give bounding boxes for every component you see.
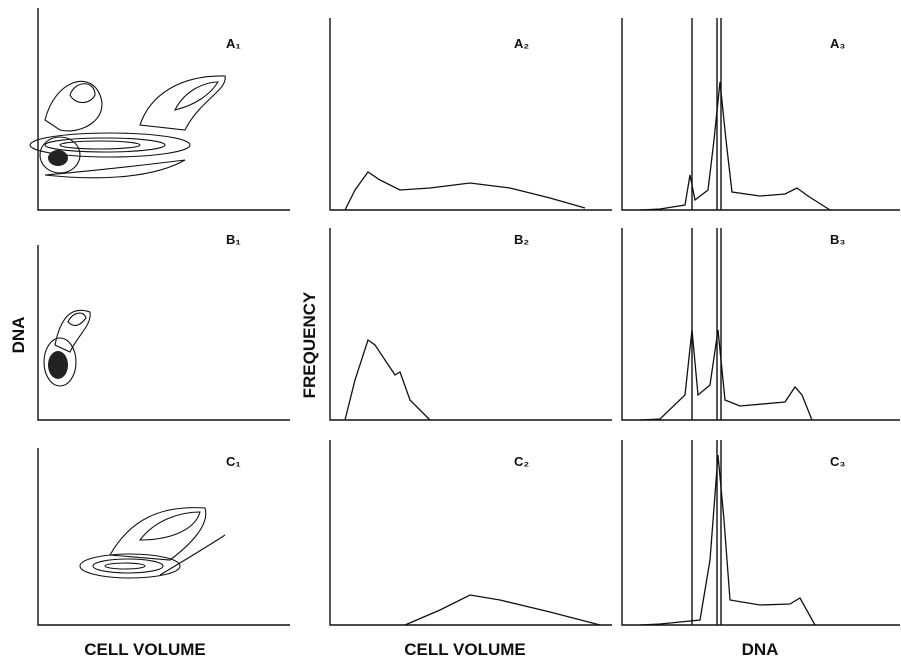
panel-label: B₁: [226, 232, 241, 247]
panel-label: B₃: [830, 232, 845, 247]
panel-label: C₂: [514, 454, 529, 469]
panel-label: C₃: [830, 454, 845, 469]
panel-label: C₁: [226, 454, 241, 469]
x-axis-label: DNA: [742, 640, 779, 659]
x-axis-label: CELL VOLUME: [404, 640, 526, 659]
panel-label: A₃: [830, 36, 845, 51]
contour-c1: [79, 507, 226, 579]
x-axis-label: CELL VOLUME: [84, 640, 206, 659]
panel-label: A₂: [514, 36, 529, 51]
y-axis-label: FREQUENCY: [300, 291, 319, 398]
panel-label: B₂: [514, 232, 529, 247]
y-axis-label: DNA: [9, 317, 28, 354]
histograms: [344, 81, 831, 626]
contour-b1: [43, 309, 91, 387]
gate-lines: [691, 18, 722, 625]
contour-a1: [29, 75, 226, 179]
panel-label: A₁: [226, 36, 241, 51]
axes: [37, 8, 900, 626]
